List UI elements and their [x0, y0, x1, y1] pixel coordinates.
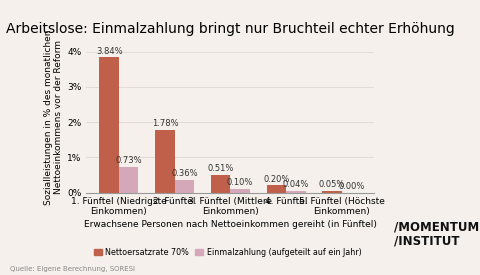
Y-axis label: Sozialleistungen in % des monatlichen
Nettoeinkommens vor der Reform: Sozialleistungen in % des monatlichen Ne…: [44, 29, 63, 205]
Text: Quelle: Eigene Berechnung, SORESI: Quelle: Eigene Berechnung, SORESI: [10, 266, 134, 272]
Text: /MOMENTUM
/INSTITUT: /MOMENTUM /INSTITUT: [394, 221, 479, 248]
Legend: Nettoersatzrate 70%, Einmalzahlung (aufgeteilt auf ein Jahr): Nettoersatzrate 70%, Einmalzahlung (aufg…: [90, 244, 364, 260]
Bar: [211, 175, 230, 192]
Text: 0.36%: 0.36%: [171, 169, 198, 178]
Text: 0.73%: 0.73%: [115, 156, 142, 165]
Text: 0.04%: 0.04%: [283, 180, 309, 189]
Text: 1.78%: 1.78%: [152, 119, 178, 128]
Title: Arbeitslose: Einmalzahlung bringt nur Bruchteil echter Erhöhung: Arbeitslose: Einmalzahlung bringt nur Br…: [6, 22, 455, 36]
Text: 0.05%: 0.05%: [319, 180, 345, 189]
Text: 0.00%: 0.00%: [338, 182, 365, 191]
Text: 0.20%: 0.20%: [263, 175, 289, 184]
Bar: [286, 191, 306, 192]
Text: 3.84%: 3.84%: [96, 47, 122, 56]
Bar: [155, 130, 175, 192]
Bar: [266, 185, 286, 192]
Bar: [119, 167, 139, 192]
Text: 0.51%: 0.51%: [207, 164, 234, 173]
X-axis label: Erwachsene Personen nach Nettoeinkommen gereiht (in Fünftel): Erwachsene Personen nach Nettoeinkommen …: [84, 220, 377, 229]
Bar: [322, 191, 342, 192]
Text: 0.10%: 0.10%: [227, 178, 253, 187]
Bar: [99, 57, 119, 192]
Bar: [175, 180, 194, 192]
Bar: [230, 189, 250, 192]
